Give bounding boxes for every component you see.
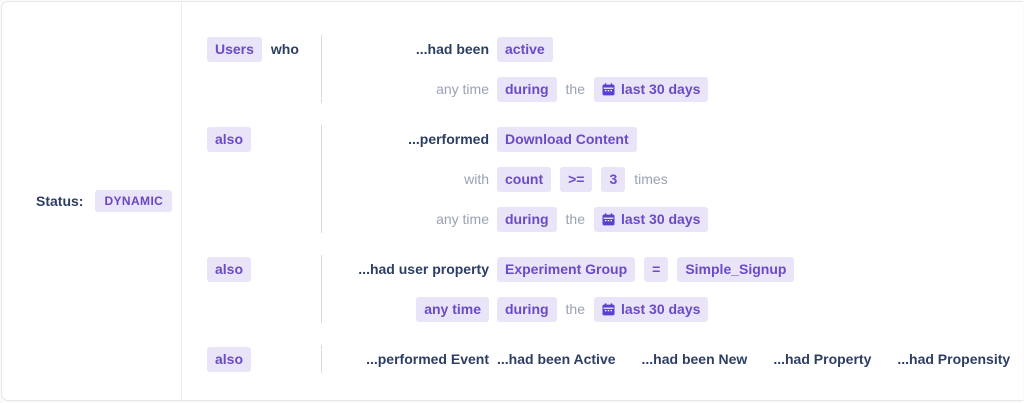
operator-chip[interactable]: >=: [560, 166, 593, 192]
condition-row: any time during the last 30 days: [322, 289, 1023, 329]
date-range-chip[interactable]: last 30 days: [594, 206, 709, 232]
row-prefix: ...had user property: [322, 261, 489, 277]
group-connector: also: [207, 119, 321, 159]
property-value-chip[interactable]: Simple_Signup: [677, 256, 795, 282]
condition-group: also ...performed Download Content with coun…: [207, 119, 1023, 239]
row-prefix: any time: [322, 296, 489, 322]
row-items: during the last 30 days: [497, 296, 709, 322]
option-performed-event[interactable]: ...performed Event: [366, 351, 489, 367]
calendar-icon: [602, 82, 615, 95]
property-name-chip[interactable]: Experiment Group: [497, 256, 636, 282]
option-had-property[interactable]: ...had Property: [773, 351, 872, 367]
time-mode-chip[interactable]: during: [497, 76, 557, 102]
row-prefix: any time: [322, 211, 489, 227]
group-divider: [321, 345, 322, 373]
group-rows: ...had user property Experiment Group = Sim…: [322, 249, 1023, 329]
row-prefix: ...performed Event: [322, 351, 489, 367]
group-connector: Users who: [207, 29, 321, 69]
group-connector: also: [207, 249, 321, 289]
condition-row: ...had been active: [322, 29, 1023, 69]
segment-conditions: Users who ...had been active any time during t…: [182, 2, 1023, 400]
activity-state-chip[interactable]: active: [497, 36, 553, 62]
option-had-been-active[interactable]: ...had been Active: [497, 351, 616, 367]
row-prefix: ...performed: [322, 131, 489, 147]
row-items: during the last 30 days: [497, 206, 709, 232]
time-mode-chip[interactable]: during: [497, 206, 557, 232]
group-rows: ...had been active any time during the last 3…: [322, 29, 1023, 109]
segment-scope-chip[interactable]: Users: [207, 36, 262, 62]
connector-who-label: who: [270, 41, 299, 57]
row-items: Experiment Group = Simple_Signup: [497, 256, 795, 282]
count-value-chip[interactable]: 3: [601, 166, 626, 192]
option-had-propensity[interactable]: ...had Propensity: [897, 351, 1011, 367]
event-name-chip[interactable]: Download Content: [497, 126, 637, 152]
metric-chip[interactable]: count: [497, 166, 552, 192]
group-rows: ...performed Download Content with count >= 3…: [322, 119, 1023, 239]
row-prefix: with: [322, 171, 489, 187]
calendar-icon: [602, 212, 615, 225]
connector-also-chip[interactable]: also: [207, 126, 252, 152]
condition-row: any time during the last 30 days: [322, 199, 1023, 239]
row-items: active: [497, 36, 553, 62]
condition-group: also ...performed Event ...had been Active…: [207, 339, 1023, 379]
condition-row: any time during the last 30 days: [322, 69, 1023, 109]
time-window-chip[interactable]: any time: [416, 296, 489, 322]
status-panel: Status: DYNAMIC: [2, 2, 182, 400]
condition-row: ...performed Download Content: [322, 119, 1023, 159]
calendar-icon: [602, 302, 615, 315]
connector-also-chip[interactable]: also: [207, 346, 252, 372]
the-label: the: [565, 81, 586, 97]
group-divider: [321, 255, 322, 323]
row-items: during the last 30 days: [497, 76, 709, 102]
clause-performed-label: ...performed: [408, 131, 489, 147]
condition-row: ...had user property Experiment Group = Sim…: [322, 249, 1023, 289]
condition-group: Users who ...had been active any time during t…: [207, 29, 1023, 109]
row-items: Download Content: [497, 126, 637, 152]
condition-row: ...performed Event ...had been Active ...h…: [322, 339, 1023, 379]
operator-chip[interactable]: =: [644, 256, 669, 282]
clause-user-property-label: ...had user property: [358, 261, 489, 277]
with-label: with: [464, 171, 489, 187]
option-had-been-new[interactable]: ...had been New: [641, 351, 748, 367]
the-label: the: [565, 301, 586, 317]
condition-row: with count >= 3 times: [322, 159, 1023, 199]
group-rows: ...performed Event ...had been Active ...h…: [322, 339, 1023, 379]
date-range-chip[interactable]: last 30 days: [594, 296, 709, 322]
status-label: Status:: [36, 193, 84, 209]
row-items: ...had been Active ...had been New ...had …: [497, 351, 1010, 367]
group-connector: also: [207, 339, 321, 379]
times-label: times: [634, 171, 668, 187]
the-label: the: [565, 211, 586, 227]
any-time-label: any time: [436, 81, 489, 97]
group-divider: [321, 35, 322, 103]
group-divider: [321, 125, 322, 233]
connector-also-chip[interactable]: also: [207, 256, 252, 282]
clause-had-been-label: ...had been: [415, 41, 489, 57]
row-prefix: ...had been: [322, 41, 489, 57]
status-badge: DYNAMIC: [95, 190, 173, 212]
condition-group: also ...had user property Experiment Group…: [207, 249, 1023, 329]
row-items: count >= 3 times: [497, 166, 668, 192]
any-time-label: any time: [436, 211, 489, 227]
time-mode-chip[interactable]: during: [497, 296, 557, 322]
date-range-chip[interactable]: last 30 days: [594, 76, 709, 102]
row-prefix: any time: [322, 81, 489, 97]
